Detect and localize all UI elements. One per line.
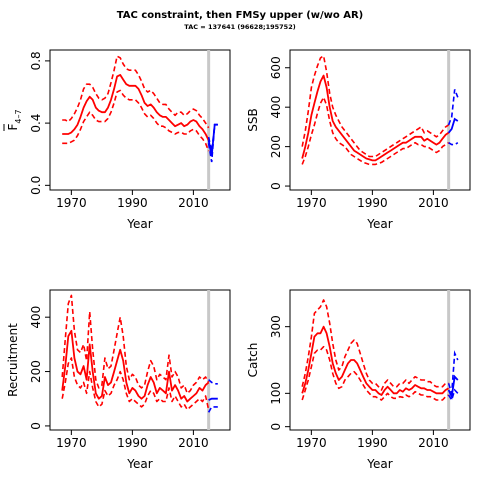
projection-estimate-line — [447, 117, 459, 134]
y-tick-label: 200 — [29, 360, 43, 383]
figure-subtitle: TAC = 137641 (96628;195752) — [184, 23, 296, 31]
series-estimate-line — [62, 74, 210, 141]
x-tick-label: 1970 — [56, 196, 87, 210]
y-tick-label: 200 — [269, 135, 283, 158]
panel-f: 1970 1990 2010 0.0 0.4 0.8 Year F4–7 — [3, 49, 231, 231]
x-tick-label: 2010 — [178, 196, 209, 210]
y-axis-label: SSB — [246, 108, 260, 131]
panel-catch: 1970 1990 2010 0 100 300 Year Catch — [246, 289, 471, 471]
x-tick-label: 2010 — [418, 196, 449, 210]
x-tick-label: 2010 — [418, 436, 449, 450]
series-lower-line — [61, 357, 210, 411]
y-tick-label: 300 — [269, 315, 283, 338]
series-estimate-line — [61, 329, 210, 403]
y-tick-label: 100 — [269, 382, 283, 405]
y-tick-label: 0.8 — [29, 51, 43, 70]
series-upper-line — [61, 294, 210, 395]
y-tick-label: 600 — [269, 56, 283, 79]
series-upper-line — [62, 55, 210, 129]
x-tick-label: 1990 — [117, 196, 148, 210]
y-axis-label: Recruitment — [6, 323, 20, 397]
x-axis-label: Year — [126, 217, 152, 231]
plot-frame — [289, 289, 471, 431]
series-estimate-line — [301, 325, 450, 396]
plot-frame — [289, 49, 471, 191]
plot-frame — [49, 49, 231, 191]
panel-ssb: 1970 1990 2010 0 200 400 600 Year SSB — [246, 49, 471, 231]
x-axis-label: Year — [126, 457, 152, 471]
projection-lower-line — [207, 123, 218, 163]
projection-lower-line — [448, 142, 459, 146]
x-axis-label: Year — [366, 457, 392, 471]
y-tick-label: 0 — [269, 182, 283, 190]
series-estimate-line — [301, 74, 450, 162]
projection-upper-line — [208, 379, 218, 385]
x-tick-label: 1990 — [357, 436, 388, 450]
x-tick-label: 1990 — [117, 436, 148, 450]
y-tick-label: 0 — [269, 423, 283, 431]
y-tick-label: 400 — [29, 306, 43, 329]
x-tick-label: 2010 — [178, 436, 209, 450]
figure-title: TAC constraint, then FMSy upper (w/wo AR… — [116, 10, 364, 21]
x-tick-label: 1970 — [56, 436, 87, 450]
projection-upper-line — [447, 89, 459, 126]
y-tick-label: 0 — [29, 422, 43, 430]
projection-estimate-line — [447, 374, 459, 400]
series-upper-line — [301, 299, 449, 391]
y-tick-label: 0.0 — [29, 176, 43, 195]
series-lower-line — [301, 96, 450, 166]
projection-lower-line — [207, 406, 218, 413]
x-tick-label: 1970 — [296, 436, 327, 450]
series-lower-line — [62, 89, 210, 152]
y-tick-label: 400 — [269, 96, 283, 119]
series-upper-line — [301, 55, 450, 158]
y-axis-label: F4–7 — [6, 109, 23, 130]
y-axis-label: Catch — [246, 343, 260, 378]
y-tick-label: 0.4 — [29, 114, 43, 133]
projection-lower-line — [447, 388, 459, 402]
x-tick-label: 1990 — [357, 196, 388, 210]
plot-frame — [49, 289, 231, 431]
projection-estimate-line — [208, 397, 218, 401]
x-axis-label: Year — [366, 217, 392, 231]
y-axis-label-subscript: 4–7 — [14, 109, 23, 123]
x-tick-label: 1970 — [296, 196, 327, 210]
series-lower-line — [301, 345, 449, 401]
panel-recruitment: 1970 1990 2010 0 200 400 Year Recruitment — [6, 289, 231, 471]
